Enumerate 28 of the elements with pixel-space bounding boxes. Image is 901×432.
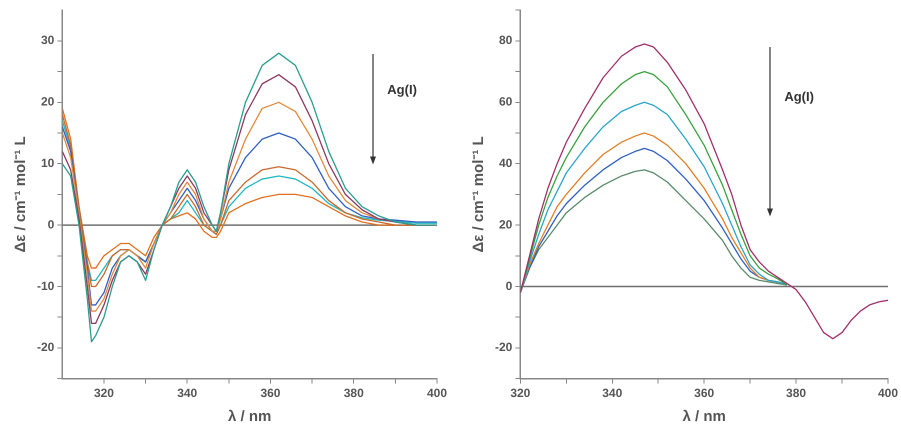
y-tick-label: 20 [498, 217, 513, 232]
y-tick-label: -10 [37, 278, 55, 293]
x-tick-label: 340 [177, 386, 198, 400]
y-tick-label: 0 [48, 217, 55, 232]
y-axis-title: Δε / cm⁻¹ mol⁻¹ L [470, 136, 488, 253]
x-tick-label: 400 [878, 386, 898, 400]
x-tick-label: 340 [602, 386, 623, 400]
x-tick-label: 400 [426, 386, 448, 400]
x-tick-label: 360 [694, 386, 714, 400]
x-tick-label: 320 [510, 386, 531, 400]
y-tick-label: 30 [40, 33, 55, 48]
y-tick-label: 40 [498, 156, 513, 170]
y-tick-label: 0 [506, 278, 513, 293]
y-tick-label: -20 [495, 340, 513, 354]
y-tick-label: -20 [37, 340, 55, 354]
x-tick-label: 380 [786, 386, 806, 400]
y-tick-label: 10 [40, 156, 55, 170]
x-axis-title: λ / nm [228, 408, 272, 426]
y-tick-label: 20 [40, 94, 55, 109]
annotation: Ag(I) [784, 89, 814, 104]
y-tick-label: 80 [498, 33, 513, 48]
x-tick-label: 320 [94, 386, 114, 400]
annotation: Ag(I) [387, 82, 417, 98]
x-axis-title: λ / nm [682, 408, 726, 426]
y-axis-title: Δε / cm⁻¹ mol⁻¹ L [12, 136, 30, 253]
y-tick-label: 60 [498, 94, 513, 109]
x-tick-label: 380 [344, 386, 364, 400]
x-tick-label: 360 [260, 386, 281, 400]
